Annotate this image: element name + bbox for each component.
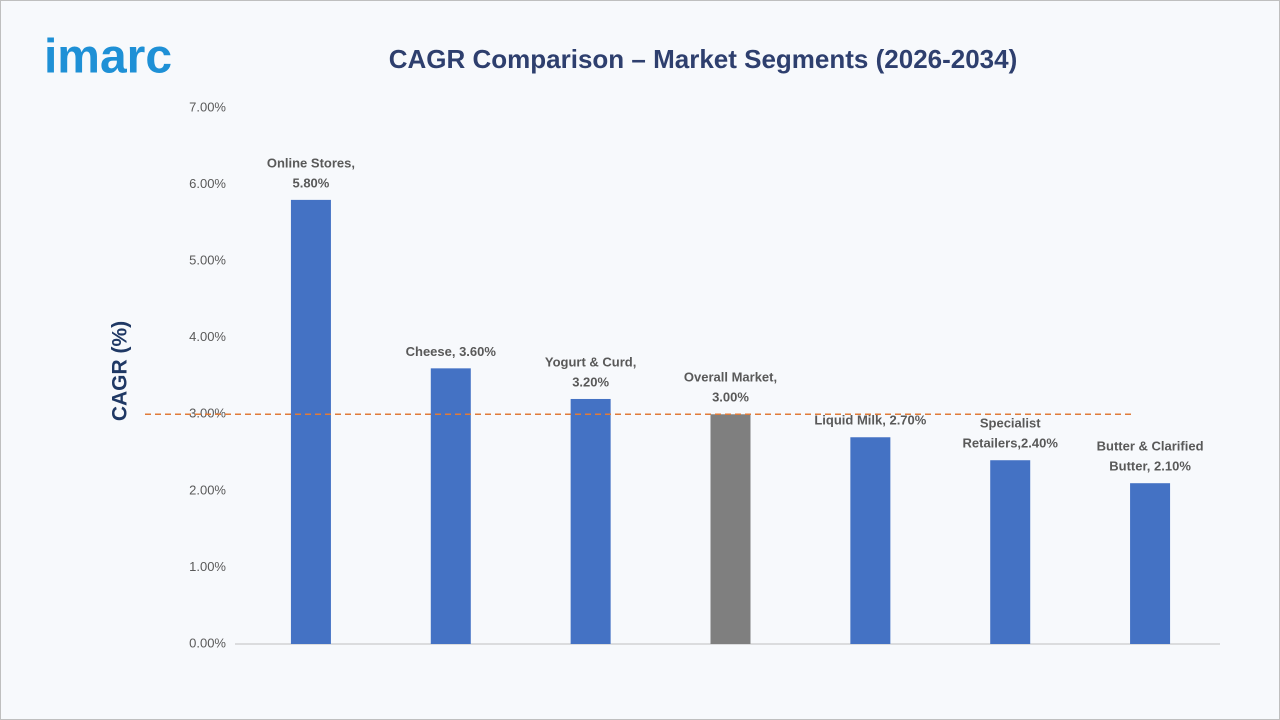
bar: [990, 460, 1031, 644]
chart-title: CAGR Comparison – Market Segments (2026-…: [389, 44, 1018, 74]
bar: [430, 368, 471, 644]
y-tick-label: 4.00%: [189, 329, 226, 344]
data-label: 3.00%: [712, 390, 749, 405]
bar: [570, 398, 611, 644]
data-label: Yogurt & Curd,: [545, 354, 636, 369]
data-label: Online Stores,: [267, 155, 355, 170]
data-label: Specialist: [980, 416, 1041, 431]
y-tick-label: 0.00%: [189, 635, 226, 650]
bar: [710, 414, 751, 644]
data-label: 3.20%: [572, 374, 609, 389]
y-tick-label: 3.00%: [189, 406, 226, 421]
data-label: Retailers,2.40%: [963, 436, 1059, 451]
data-label: Cheese, 3.60%: [406, 344, 497, 359]
bar: [850, 437, 891, 644]
y-tick-label: 5.00%: [189, 253, 226, 268]
data-label: Overall Market,: [684, 370, 777, 385]
data-label: Butter, 2.10%: [1109, 459, 1191, 474]
bar: [1130, 483, 1171, 644]
y-tick-label: 7.00%: [189, 99, 226, 114]
y-tick-label: 1.00%: [189, 559, 226, 574]
logo: imarc: [44, 31, 172, 84]
bar: [290, 199, 331, 644]
data-label: 5.80%: [292, 175, 329, 190]
y-axis-label: CAGR (%): [109, 321, 132, 421]
data-label: Liquid Milk, 2.70%: [814, 413, 926, 428]
data-label: Butter & Clarified: [1097, 439, 1204, 454]
y-tick-label: 6.00%: [189, 176, 226, 191]
y-tick-label: 2.00%: [189, 482, 226, 497]
